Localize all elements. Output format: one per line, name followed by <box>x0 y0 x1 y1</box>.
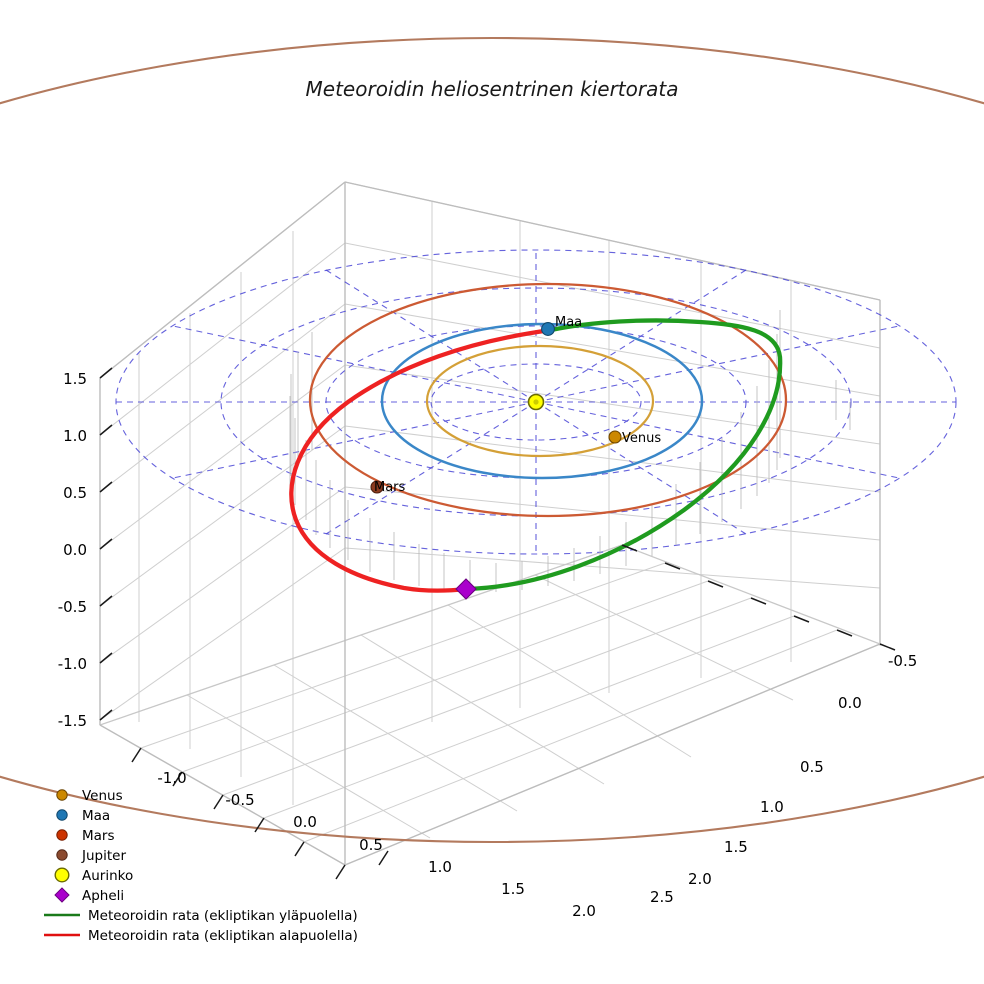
venus-marker <box>608 430 622 444</box>
x-tick-2: 0.0 <box>293 813 317 831</box>
mars-swatch-icon <box>56 829 68 841</box>
meteoroid-orbit-below <box>289 327 554 593</box>
x-tick-3: 0.5 <box>359 836 383 854</box>
y-tick-4: 1.5 <box>724 838 748 856</box>
y-tick-5: 2.0 <box>688 870 712 888</box>
z-tick-1: 1.0 <box>63 427 87 445</box>
jupiter-swatch-icon <box>56 849 68 861</box>
mars-annotation: Mars <box>374 480 406 495</box>
y-axis-tickmarks <box>621 544 896 651</box>
x-axis-tickmarks <box>131 747 389 880</box>
maa-annotation: Maa <box>555 315 582 330</box>
y-tick-3: 1.0 <box>760 798 784 816</box>
point-annotations: Maa Venus Mars <box>374 315 661 495</box>
z-axis-tick-labels: 1.5 1.0 0.5 0.0 -0.5 -1.0 -1.5 <box>58 370 87 730</box>
legend-item-meteoroid-above[interactable]: Meteoroidin rata (ekliptikan yläpuolella… <box>44 908 358 924</box>
legend-item-venus[interactable]: Venus <box>56 788 123 804</box>
maa-swatch-icon <box>56 809 68 821</box>
legend-item-meteoroid-below[interactable]: Meteoroidin rata (ekliptikan alapuolella… <box>44 928 358 944</box>
x-tick-0: -1.0 <box>157 769 186 787</box>
legend: Venus Maa Mars Jupiter Aurinko Apheli <box>44 788 358 944</box>
venus-orbit <box>425 344 655 458</box>
legend-label-jupiter: Jupiter <box>81 848 126 864</box>
axes-box-edges <box>99 181 881 866</box>
mars-marker <box>370 480 384 494</box>
legend-item-aurinko[interactable]: Aurinko <box>54 867 133 884</box>
maa-orbit <box>380 322 704 480</box>
y-axis-tick-labels: -0.5 0.0 0.5 1.0 1.5 2.0 2.5 <box>650 652 917 906</box>
y-tick-1: 0.0 <box>838 694 862 712</box>
z-tick-2: 0.5 <box>63 484 87 502</box>
apheli-swatch-icon <box>54 887 70 903</box>
meteoroid-orbit-above <box>463 318 783 592</box>
legend-label-aurinko: Aurinko <box>82 868 133 884</box>
z-tick-5: -1.0 <box>58 655 87 673</box>
y-tick-0: -0.5 <box>888 652 917 670</box>
x-axis-tick-labels: -1.0 -0.5 0.0 0.5 1.0 1.5 2.0 <box>157 769 596 920</box>
venus-annotation: Venus <box>622 431 661 446</box>
legend-item-jupiter[interactable]: Jupiter <box>56 848 127 864</box>
legend-label-maa: Maa <box>82 808 110 824</box>
z-tick-6: -1.5 <box>58 712 87 730</box>
z-axis-tickmarks <box>99 367 113 721</box>
legend-item-mars[interactable]: Mars <box>56 828 115 844</box>
y-tick-6: 2.5 <box>650 888 674 906</box>
z-tick-3: 0.0 <box>63 541 87 559</box>
orbit-droplines <box>289 310 851 592</box>
legend-label-apheli: Apheli <box>82 888 124 904</box>
legend-item-maa[interactable]: Maa <box>56 808 110 824</box>
jupiter-orbit <box>0 37 984 843</box>
aurinko-marker <box>527 393 545 411</box>
pane-bottom-grid <box>98 544 882 866</box>
mars-orbit <box>308 282 788 518</box>
legend-label-meteoroid-above: Meteoroidin rata (ekliptikan yläpuolella… <box>88 908 358 924</box>
x-tick-1: -0.5 <box>225 791 254 809</box>
z-tick-0: 1.5 <box>63 370 87 388</box>
y-tick-2: 0.5 <box>800 758 824 776</box>
legend-item-apheli[interactable]: Apheli <box>54 887 124 904</box>
venus-swatch-icon <box>56 789 68 801</box>
apheli-marker <box>455 578 477 600</box>
legend-label-mars: Mars <box>82 828 115 844</box>
legend-label-venus: Venus <box>82 788 123 804</box>
x-tick-4: 1.0 <box>428 858 452 876</box>
z-tick-4: -0.5 <box>58 598 87 616</box>
aurinko-swatch-icon <box>54 867 70 883</box>
x-tick-6: 2.0 <box>572 902 596 920</box>
x-tick-5: 1.5 <box>501 880 525 898</box>
pane-left-grid <box>99 180 346 866</box>
page-title: Meteoroidin heliosentrinen kiertorata <box>306 77 679 101</box>
legend-label-meteoroid-below: Meteoroidin rata (ekliptikan alapuolella… <box>88 928 358 944</box>
maa-marker <box>541 322 555 336</box>
